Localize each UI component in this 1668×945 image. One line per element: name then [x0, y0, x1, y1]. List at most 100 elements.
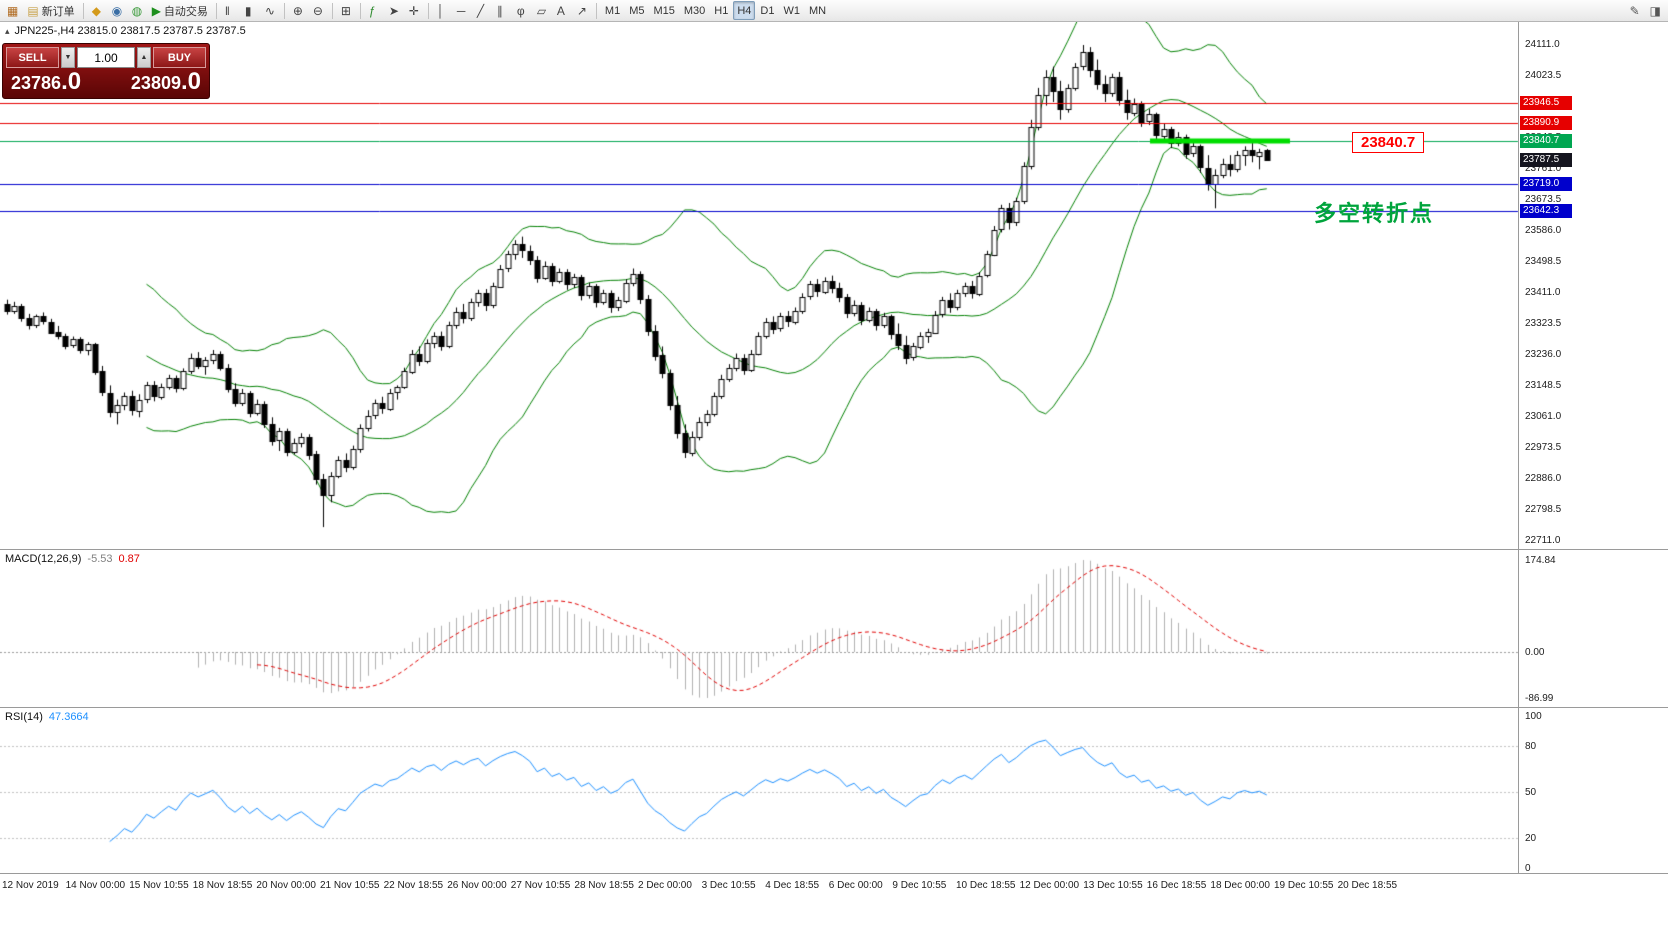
macd-axis-label: -86.99 [1525, 693, 1554, 704]
timeframe-h4-button[interactable]: H4 [733, 1, 756, 20]
buy-price[interactable]: 23809.0 [131, 70, 201, 95]
rsi-axis-label: 80 [1525, 741, 1537, 753]
autotrading-button-label: 自动交易 [163, 5, 208, 18]
arrows-button[interactable]: ↗ [573, 1, 592, 20]
vertical-line-button[interactable]: │ [433, 1, 452, 20]
metaeditor-button-icon: ◉ [111, 3, 123, 18]
autotrading-button[interactable]: ▶ 自动交易 [148, 1, 212, 20]
turning-point-annotation[interactable]: 多空转折点 [1314, 201, 1435, 226]
chart-canvas[interactable] [0, 22, 1668, 945]
options-button[interactable]: ◍ [128, 1, 147, 20]
shapes-button-icon: ▱ [536, 3, 547, 18]
bar-chart-button[interactable]: ‖ [221, 1, 240, 20]
zoom-in-button[interactable]: ⊕ [289, 1, 308, 20]
zoom-in-button-icon: ⊕ [292, 3, 303, 18]
new-order-button[interactable]: ▤ 新订单 [23, 1, 78, 20]
fibonacci-button[interactable]: φ [513, 1, 532, 20]
text-button[interactable]: A [553, 1, 572, 20]
horizontal-line-button[interactable]: ─ [453, 1, 472, 20]
shapes-button[interactable]: ▱ [533, 1, 552, 20]
time-axis-label: 6 Dec 00:00 [828, 880, 883, 891]
toolbar-separator [283, 2, 285, 19]
time-axis-label: 19 Dec 10:55 [1274, 880, 1334, 891]
crosshair-button-icon: ✛ [408, 3, 419, 18]
volume-input[interactable] [77, 47, 135, 68]
timeframe-h1-button[interactable]: H1 [710, 1, 732, 20]
toolbar-separator [82, 2, 84, 19]
zoom-out-button[interactable]: ⊖ [309, 1, 328, 20]
crosshair-button[interactable]: ✛ [405, 1, 424, 20]
timeframe-w1-button-label: W1 [783, 4, 800, 17]
toolbar-separator [427, 2, 429, 19]
timeframe-m1-button[interactable]: M1 [601, 1, 624, 20]
metaeditor-button[interactable]: ◉ [108, 1, 127, 20]
time-axis-label: 3 Dec 10:55 [701, 880, 756, 891]
timeframe-m15-button[interactable]: M15 [649, 1, 678, 20]
chart-info-line: ▴ JPN225-,H4 23815.0 23817.5 23787.5 237… [5, 25, 246, 37]
timeframe-mn-button[interactable]: MN [805, 1, 830, 20]
edit-button[interactable]: ✎ [1626, 1, 1645, 20]
time-axis-label: 22 Nov 18:55 [383, 880, 444, 891]
price-axis-tick: 22711.0 [1525, 534, 1561, 546]
autotrading-button-icon: ▶ [151, 3, 161, 18]
time-axis-label: 4 Dec 18:55 [765, 880, 820, 891]
price-axis-tick: 23586.0 [1525, 224, 1562, 236]
price-axis-tick: 22886.0 [1525, 472, 1562, 484]
volume-down-button[interactable]: ▼ [61, 47, 75, 68]
price-callout-label[interactable]: 23840.7 [1352, 132, 1425, 153]
buy-price-frac: .0 [180, 68, 201, 95]
buy-button[interactable]: BUY [153, 47, 206, 68]
pane-separator-rsi[interactable] [0, 707, 1668, 708]
price-axis-tick: 22798.5 [1525, 503, 1562, 515]
ohlc-text: JPN225-,H4 23815.0 23817.5 23787.5 23787… [14, 25, 246, 37]
profiles-button[interactable]: ◆ [88, 1, 107, 20]
time-axis-label: 2 Dec 00:00 [638, 880, 692, 891]
pane-separator-macd[interactable] [0, 549, 1668, 550]
panels-button[interactable]: ◨ [1646, 1, 1665, 20]
sell-button[interactable]: SELL [6, 47, 59, 68]
timeframe-w1-button[interactable]: W1 [779, 1, 804, 20]
time-axis-label: 20 Nov 00:00 [256, 880, 316, 891]
rsi-axis-label: 20 [1525, 832, 1537, 844]
vertical-line-button-icon: │ [436, 3, 445, 18]
rsi-header: RSI(14) 47.3664 [5, 711, 89, 723]
rsi-axis-label: 100 [1525, 711, 1542, 722]
price-axis-tick: 23236.0 [1525, 348, 1562, 360]
price-axis-tick: 23498.5 [1525, 255, 1562, 267]
bid-price-tag: 23787.5 [1520, 152, 1572, 167]
timeframe-h4-button-label: H4 [737, 4, 752, 17]
trendline-button[interactable]: ╱ [473, 1, 492, 20]
cursor-button[interactable]: ➤ [385, 1, 404, 20]
price-axis-tick: 23761.0 [1525, 162, 1562, 174]
new-order-button-icon: ▤ [27, 3, 39, 18]
timeframe-m30-button[interactable]: M30 [680, 1, 709, 20]
edit-button-icon: ✎ [1629, 3, 1640, 18]
time-axis-label: 13 Dec 10:55 [1083, 880, 1143, 891]
timeframe-h1-button-label: H1 [714, 4, 729, 17]
timeframe-m5-button-label: M5 [629, 4, 645, 17]
time-axis[interactable]: 12 Nov 2019 14 Nov 00:00 15 Nov 10:55 18 No… [0, 873, 1668, 945]
price-axis-tick: 23148.5 [1525, 379, 1562, 391]
chart-area: 24111.024023.523936.023848.523761.023673… [0, 22, 1668, 945]
new-chart-button[interactable]: ▦ [3, 1, 22, 20]
collapse-widget-button[interactable]: ▴ [5, 25, 10, 36]
channel-button[interactable]: ∥ [493, 1, 512, 20]
panels-button-icon: ◨ [1649, 3, 1661, 18]
tile-windows-button[interactable]: ⊞ [337, 1, 356, 20]
profiles-button-icon: ◆ [91, 3, 101, 18]
price-axis[interactable]: 24111.024023.523936.023848.523761.023673… [1518, 22, 1668, 945]
timeframe-d1-button[interactable]: D1 [756, 1, 778, 20]
line-chart-button[interactable]: ∿ [261, 1, 280, 20]
indicators-button[interactable]: ƒ [365, 1, 384, 20]
new-order-button-label: 新订单 [41, 5, 75, 18]
sell-price-int: 23786 [11, 73, 62, 93]
timeframe-m5-button[interactable]: M5 [625, 1, 648, 20]
options-button-icon: ◍ [131, 3, 143, 18]
macd-axis-label: 174.84 [1525, 555, 1556, 566]
time-axis-label: 28 Nov 18:55 [574, 880, 634, 891]
sell-price[interactable]: 23786.0 [11, 70, 81, 95]
volume-up-button[interactable]: ▲ [137, 47, 151, 68]
level-price-tag: 23946.5 [1520, 96, 1572, 111]
candlestick-chart-button[interactable]: ▮ [241, 1, 260, 20]
